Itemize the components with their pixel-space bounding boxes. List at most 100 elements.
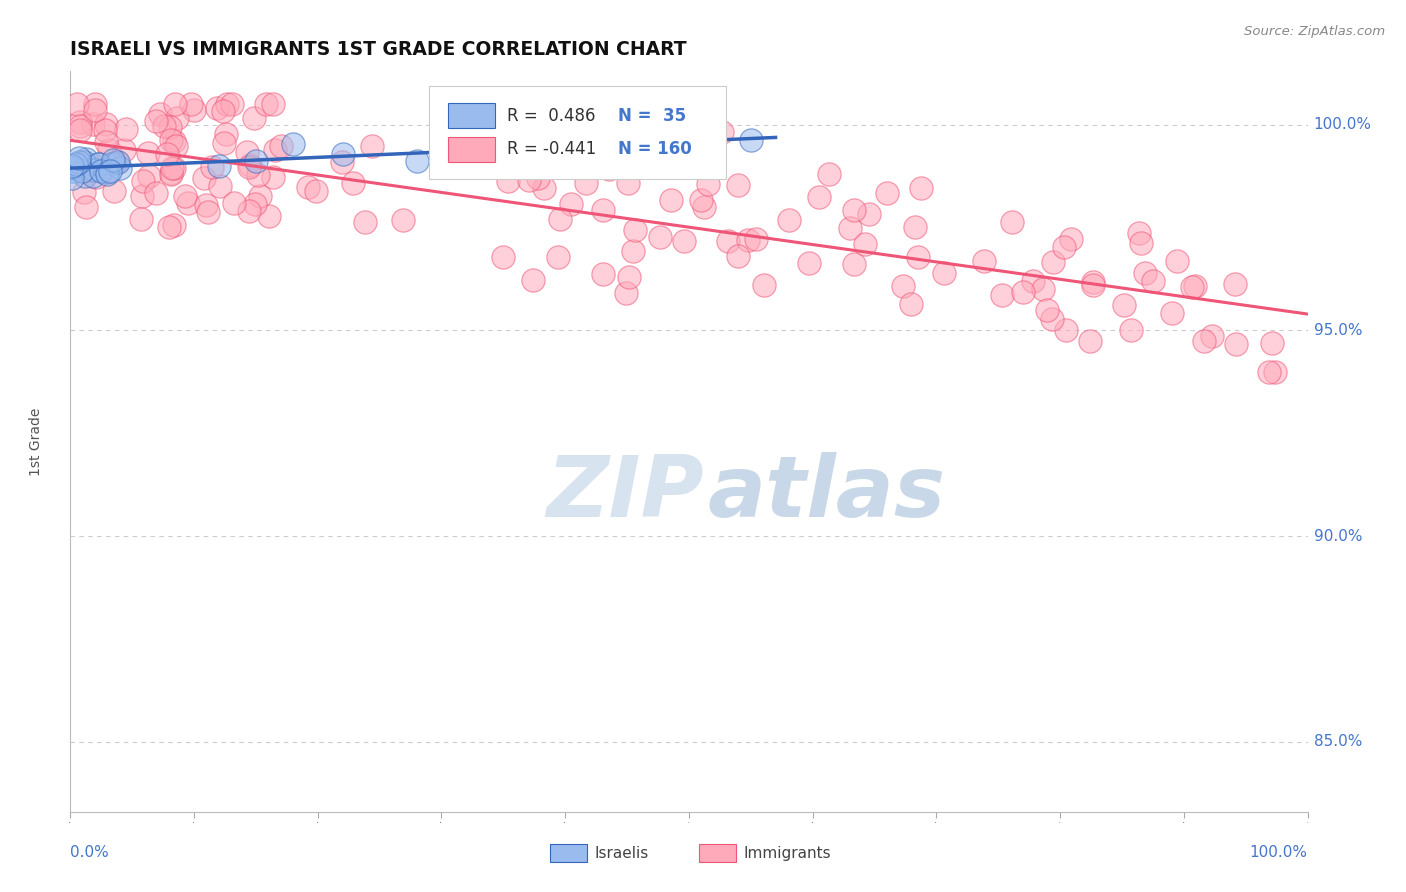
Point <box>354 215 377 229</box>
Point <box>727 178 749 192</box>
Point <box>1054 323 1077 337</box>
Point <box>75 200 97 214</box>
Point <box>105 154 128 169</box>
Point <box>62 164 84 178</box>
Point <box>145 186 167 201</box>
Point <box>156 146 179 161</box>
Text: 85.0%: 85.0% <box>1313 734 1362 749</box>
Point <box>132 174 155 188</box>
Point <box>131 212 153 227</box>
Point <box>60 161 83 175</box>
Point <box>614 285 637 300</box>
Point <box>342 176 364 190</box>
Point <box>166 112 188 126</box>
Point <box>87 157 110 171</box>
Text: N = 160: N = 160 <box>619 140 692 158</box>
Text: 100.0%: 100.0% <box>1313 118 1372 132</box>
Point <box>115 122 138 136</box>
Point <box>270 139 292 153</box>
Point <box>934 267 956 281</box>
Point <box>1128 227 1150 241</box>
Point <box>1059 231 1081 245</box>
Point <box>1031 282 1053 296</box>
Point <box>1261 336 1284 351</box>
Point <box>238 160 260 174</box>
Point <box>73 185 96 199</box>
Point <box>208 159 231 173</box>
Point <box>990 288 1012 302</box>
Point <box>66 97 89 112</box>
Point <box>87 157 110 171</box>
Point <box>174 188 197 202</box>
Point <box>617 176 640 190</box>
Point <box>693 200 716 214</box>
Point <box>842 202 865 217</box>
Point <box>456 145 478 160</box>
Point <box>201 160 224 174</box>
Point <box>249 189 271 203</box>
Point <box>75 169 97 183</box>
Point <box>1129 236 1152 251</box>
Point <box>209 178 232 193</box>
Point <box>1036 303 1059 318</box>
Point <box>1083 275 1105 289</box>
Point <box>1040 311 1063 326</box>
Point <box>1053 240 1076 254</box>
Point <box>160 166 183 180</box>
Point <box>1166 254 1188 268</box>
Point <box>689 193 711 207</box>
Point <box>163 134 186 148</box>
Point <box>96 167 118 181</box>
Point <box>82 117 104 131</box>
Point <box>297 179 319 194</box>
Point <box>492 250 515 264</box>
Point <box>245 154 267 169</box>
Point <box>1161 306 1184 320</box>
Point <box>94 123 117 137</box>
Text: N =  35: N = 35 <box>619 107 686 125</box>
Point <box>257 209 280 223</box>
Point <box>910 181 932 195</box>
Point <box>98 164 121 178</box>
Point <box>72 164 94 178</box>
Point <box>159 120 181 135</box>
Point <box>591 151 613 165</box>
Point <box>108 161 131 175</box>
Point <box>533 180 555 194</box>
Point <box>1078 334 1101 348</box>
Point <box>67 151 90 165</box>
Point <box>84 103 107 117</box>
Point <box>242 112 264 126</box>
Point <box>224 196 246 211</box>
Point <box>76 161 98 175</box>
Point <box>153 119 176 133</box>
Point <box>1142 274 1164 288</box>
Point <box>745 232 768 246</box>
Point <box>75 152 97 166</box>
Point <box>1223 277 1246 291</box>
Point <box>727 250 749 264</box>
Point <box>652 126 675 140</box>
Point <box>183 103 205 117</box>
Point <box>673 234 696 248</box>
Point <box>193 170 215 185</box>
Text: Source: ZipAtlas.com: Source: ZipAtlas.com <box>1244 25 1385 38</box>
Point <box>160 161 183 175</box>
Point <box>844 257 866 271</box>
Point <box>548 211 571 226</box>
Point <box>212 136 235 151</box>
Text: ISRAELI VS IMMIGRANTS 1ST GRADE CORRELATION CHART: ISRAELI VS IMMIGRANTS 1ST GRADE CORRELAT… <box>70 39 688 59</box>
Point <box>69 123 91 137</box>
Point <box>101 157 124 171</box>
Text: Immigrants: Immigrants <box>744 846 831 861</box>
Point <box>262 97 284 112</box>
Point <box>876 186 898 200</box>
Text: ZIP: ZIP <box>547 452 704 535</box>
Point <box>84 170 107 185</box>
Point <box>818 167 841 181</box>
Point <box>1264 365 1286 379</box>
Point <box>67 155 90 169</box>
Point <box>239 158 262 172</box>
Point <box>60 171 83 186</box>
Point <box>392 213 415 227</box>
